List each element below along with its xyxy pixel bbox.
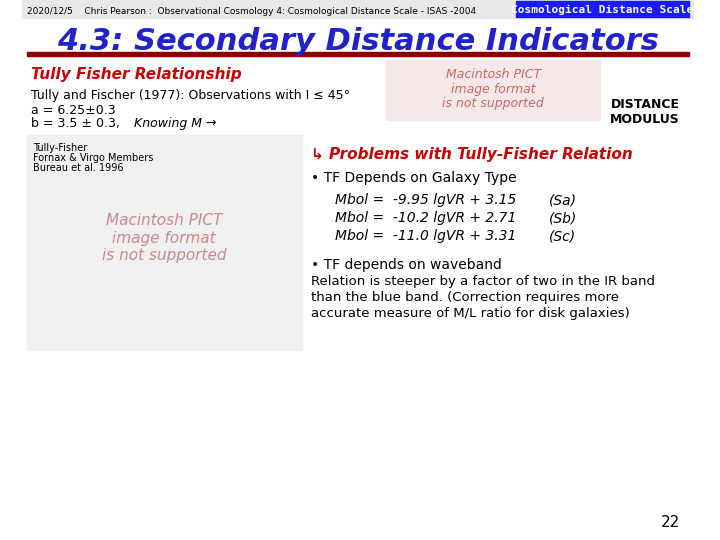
Bar [27, 52, 689, 56]
Text: ↳ Problems with Tully-Fisher Relation: ↳ Problems with Tully-Fisher Relation [311, 147, 633, 163]
Bar [386, 60, 600, 120]
Text: (Sa): (Sa) [549, 193, 577, 207]
Bar [22, 0, 694, 18]
Text: Mbol =  -11.0 lgVR + 3.31: Mbol = -11.0 lgVR + 3.31 [335, 229, 516, 243]
Text: Relation is steeper by a factor of two in the IR band: Relation is steeper by a factor of two i… [311, 275, 655, 288]
Text: (Sb): (Sb) [549, 211, 577, 225]
Text: Tully and Fischer (1977): Observations with I ≤ 45°: Tully and Fischer (1977): Observations w… [31, 89, 350, 102]
Text: Tully Fisher Relationship: Tully Fisher Relationship [31, 68, 242, 83]
Text: Mbol =  -10.2 lgVR + 2.71: Mbol = -10.2 lgVR + 2.71 [335, 211, 516, 225]
Text: b = 3.5 ± 0.3,: b = 3.5 ± 0.3, [31, 117, 120, 130]
Text: Macintosh PICT
image format
is not supported: Macintosh PICT image format is not suppo… [102, 213, 226, 263]
Text: (Sc): (Sc) [549, 229, 576, 243]
Text: Mbol =  -9.95 lgVR + 3.15: Mbol = -9.95 lgVR + 3.15 [335, 193, 516, 207]
Text: Macintosh PICT: Macintosh PICT [446, 69, 541, 82]
Text: image format: image format [451, 83, 536, 96]
Bar [27, 135, 302, 350]
Text: Bureau et al. 1996: Bureau et al. 1996 [33, 163, 124, 173]
Text: than the blue band. (Correction requires more: than the blue band. (Correction requires… [311, 292, 619, 305]
Text: • TF Depends on Galaxy Type: • TF Depends on Galaxy Type [311, 171, 517, 185]
Text: Knowing M →: Knowing M → [134, 117, 217, 130]
Text: a = 6.25±0.3: a = 6.25±0.3 [31, 104, 116, 117]
Text: Tully-Fisher: Tully-Fisher [33, 143, 87, 153]
Text: 2020/12/5    Chris Pearson :  Observational Cosmology 4: Cosmological Distance S: 2020/12/5 Chris Pearson : Observational … [27, 8, 476, 17]
Text: 22: 22 [660, 515, 680, 530]
Text: Fornax & Virgo Members: Fornax & Virgo Members [33, 153, 153, 163]
Text: Cosmological Distance Scale: Cosmological Distance Scale [511, 5, 693, 15]
Bar [516, 1, 689, 17]
Text: 4.3: Secondary Distance Indicators: 4.3: Secondary Distance Indicators [57, 28, 659, 57]
Text: DISTANCE
MODULUS: DISTANCE MODULUS [611, 98, 680, 126]
Text: is not supported: is not supported [442, 97, 544, 110]
Text: accurate measure of M/L ratio for disk galaxies): accurate measure of M/L ratio for disk g… [311, 307, 630, 321]
Text: • TF depends on waveband: • TF depends on waveband [311, 258, 502, 272]
